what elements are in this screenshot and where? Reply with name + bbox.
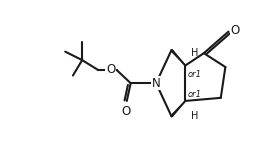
- Polygon shape: [170, 49, 185, 66]
- Text: N: N: [152, 77, 160, 90]
- Text: or1: or1: [188, 90, 202, 99]
- Text: O: O: [106, 63, 115, 76]
- Text: H: H: [191, 48, 198, 58]
- Text: or1: or1: [188, 70, 202, 79]
- Text: H: H: [191, 111, 198, 121]
- Text: O: O: [122, 105, 131, 118]
- Polygon shape: [170, 101, 185, 117]
- Text: O: O: [231, 24, 240, 37]
